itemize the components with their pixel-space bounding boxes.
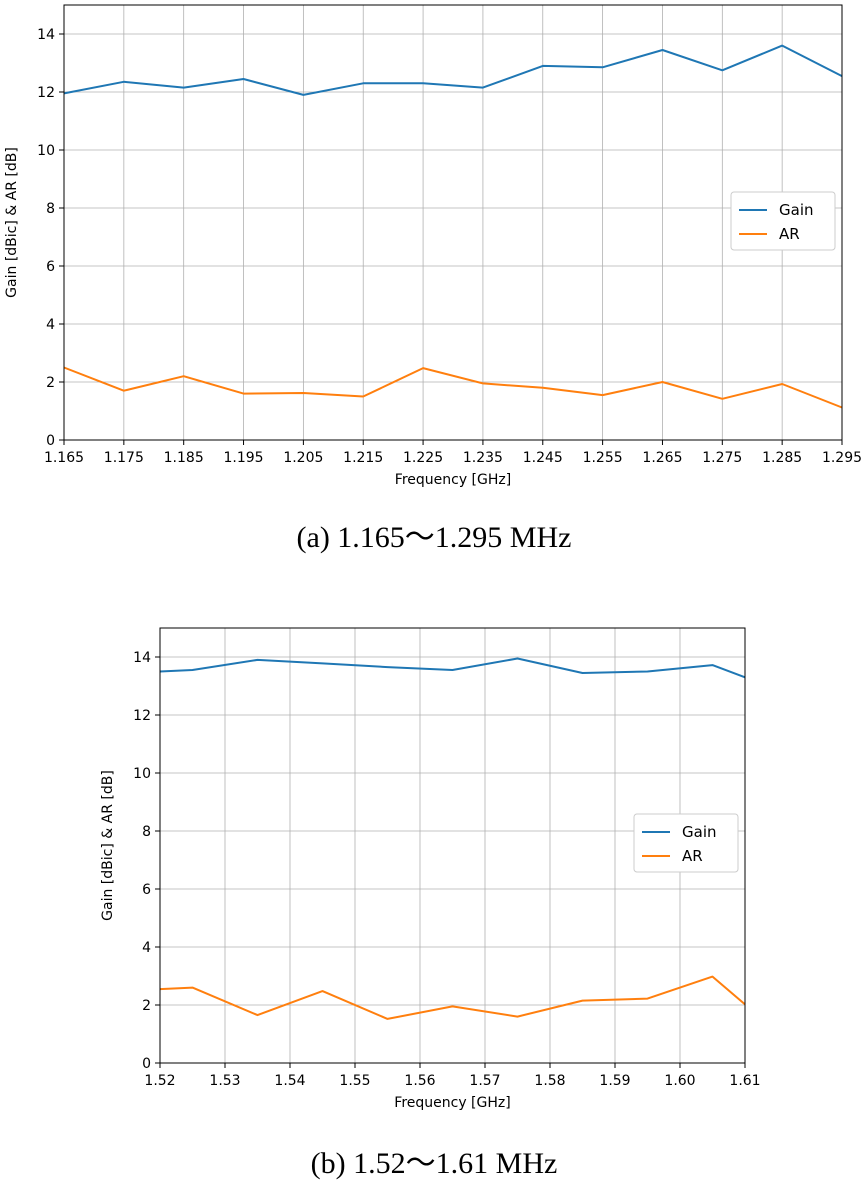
chart-1-y-tick-label: 8	[142, 824, 151, 840]
chart-0-y-tick-label: 14	[37, 27, 55, 43]
chart-1-x-tick-label: 1.59	[599, 1073, 630, 1089]
chart-0-plot-frame	[63, 4, 843, 441]
chart-0-legend: Gain AR	[730, 191, 836, 251]
chart-1-x-tick-label: 1.52	[144, 1073, 175, 1089]
chart-0-x-tick-label: 1.175	[104, 450, 144, 466]
chart-0-y-tick-label: 4	[46, 317, 55, 333]
chart-1-legend: Gain AR	[633, 813, 739, 873]
chart-1-legend-label-ar: AR	[682, 847, 703, 865]
chart-0-x-tick-label: 1.295	[822, 450, 862, 466]
chart-1-x-axis-label: Frequency [GHz]	[394, 1095, 510, 1111]
chart-1-x-tick-label: 1.53	[209, 1073, 240, 1089]
chart-1-plot-frame	[159, 627, 746, 1064]
chart-0-x-tick-label: 1.235	[463, 450, 503, 466]
chart-0-x-tick-label: 1.275	[702, 450, 742, 466]
chart-0-y-tick-label: 6	[46, 259, 55, 275]
caption-a: (a) 1.165～1.295 MHz	[296, 521, 572, 554]
chart-1-y-tick-label: 0	[142, 1056, 151, 1072]
chart-1-y-tick-label: 6	[142, 882, 151, 898]
chart-a: 1.165 1.175 1.185 1.195 1.205 1.215 1.225 1.235…	[4, 4, 862, 488]
chart-1-x-tick-label: 1.57	[469, 1073, 500, 1089]
chart-0-y-axis-label: Gain [dBic] & AR [dB]	[4, 147, 20, 298]
chart-1-y-tick-label: 4	[142, 940, 151, 956]
chart-1-series-line-gain	[159, 657, 746, 679]
chart-0-x-tick-label: 1.255	[583, 450, 623, 466]
chart-1-x-tick-label: 1.60	[664, 1073, 695, 1089]
chart-1-x-tick-label: 1.58	[534, 1073, 565, 1089]
chart-0-y-tick-label: 10	[37, 143, 55, 159]
chart-0-x-tick-label: 1.185	[164, 450, 204, 466]
chart-0-x-tick-label: 1.225	[403, 450, 443, 466]
chart-1-y-tick-label: 12	[133, 708, 151, 724]
chart-b: 1.52 1.53 1.54 1.55 1.56 1.57 1.58 1.59 1.60 1.61…	[100, 627, 761, 1111]
chart-1-series-line-ar	[159, 975, 746, 1020]
chart-0-legend-label-gain: Gain	[779, 201, 814, 219]
chart-0-legend-box	[730, 191, 836, 251]
chart-0-y-tick-label: 8	[46, 201, 55, 217]
chart-1-y-tick-label: 2	[142, 998, 151, 1014]
chart-1-y-tick-label: 14	[133, 650, 151, 666]
chart-0-y-tick-label: 0	[46, 433, 55, 449]
chart-0-x-tick-label: 1.195	[223, 450, 263, 466]
chart-1-x-tick-label: 1.55	[339, 1073, 370, 1089]
chart-0-y-tick-label: 12	[37, 85, 55, 101]
chart-1-y-axis-label: Gain [dBic] & AR [dB]	[100, 770, 116, 921]
chart-0-x-tick-label: 1.285	[762, 450, 802, 466]
chart-1-legend-box	[633, 813, 739, 873]
chart-1-y-tick-label: 10	[133, 766, 151, 782]
chart-0-x-tick-label: 1.205	[283, 450, 323, 466]
chart-1-x-tick-label: 1.54	[274, 1073, 305, 1089]
chart-0-x-tick-label: 1.245	[523, 450, 563, 466]
chart-1-legend-label-gain: Gain	[682, 823, 717, 841]
chart-0-series-line-gain	[63, 44, 843, 96]
chart-0-x-axis-label: Frequency [GHz]	[395, 472, 511, 488]
chart-0-x-tick-label: 1.265	[642, 450, 682, 466]
chart-1-x-tick-label: 1.61	[729, 1073, 760, 1089]
chart-0-x-tick-label: 1.215	[343, 450, 383, 466]
chart-0-x-tick-label: 1.165	[44, 450, 84, 466]
caption-b: (b) 1.52～1.61 MHz	[310, 1147, 558, 1180]
chart-0-y-tick-label: 2	[46, 375, 55, 391]
chart-1-x-tick-label: 1.56	[404, 1073, 435, 1089]
chart-0-legend-label-ar: AR	[779, 225, 800, 243]
chart-0-series-line-ar	[63, 366, 843, 409]
